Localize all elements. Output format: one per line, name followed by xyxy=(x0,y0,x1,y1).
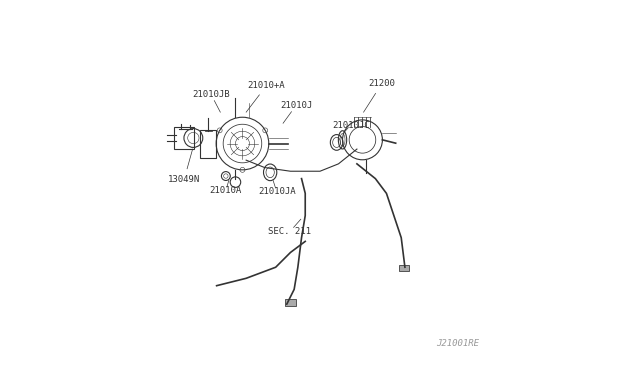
Text: 21010JA: 21010JA xyxy=(258,187,296,196)
Text: J21001RE: J21001RE xyxy=(436,340,479,349)
Text: 21010A: 21010A xyxy=(210,186,242,195)
Text: 21200: 21200 xyxy=(369,79,396,88)
Text: 21010JC: 21010JC xyxy=(332,121,369,129)
FancyBboxPatch shape xyxy=(399,265,408,271)
Text: 21010J: 21010J xyxy=(280,101,312,110)
Text: 21010+A: 21010+A xyxy=(248,81,285,90)
Text: 21010JB: 21010JB xyxy=(192,90,230,99)
FancyBboxPatch shape xyxy=(285,299,296,306)
Text: SEC. 211: SEC. 211 xyxy=(268,227,311,236)
Text: 13049N: 13049N xyxy=(168,175,200,184)
